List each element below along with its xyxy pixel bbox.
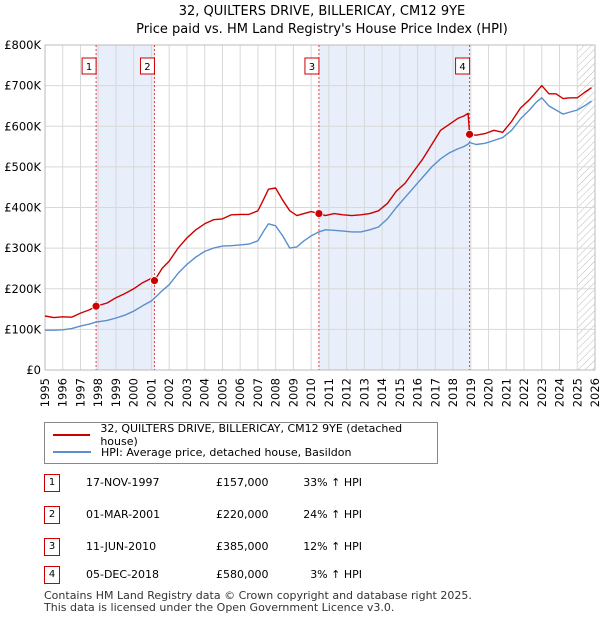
transaction-box-label-2: 2 — [144, 62, 150, 73]
legend-swatch-property — [53, 434, 91, 436]
price-chart: 32, QUILTERS DRIVE, BILLERICAY, CM12 9YE… — [4, 4, 600, 407]
x-tick-label: 2014 — [375, 378, 389, 407]
legend-label-hpi: HPI: Average price, detached house, Basi… — [101, 445, 352, 459]
chart-legend: 32, QUILTERS DRIVE, BILLERICAY, CM12 9YE… — [44, 422, 438, 464]
y-tick-label: £700K — [4, 79, 41, 93]
y-tick-label: £800K — [4, 38, 41, 52]
transaction-date: 01-MAR-2001 — [86, 508, 161, 521]
transaction-date: 05-DEC-2018 — [86, 568, 160, 581]
x-tick-label: 2007 — [251, 378, 265, 407]
transaction-date: 17-NOV-1997 — [86, 476, 160, 489]
y-tick-label: £500K — [4, 160, 41, 174]
transaction-box-2 — [139, 57, 155, 75]
x-tick-label: 1997 — [73, 378, 87, 407]
transaction-price: £580,000 — [216, 568, 269, 581]
plot-frame — [44, 44, 596, 371]
transaction-point-4 — [465, 129, 474, 139]
x-tick-label: 2001 — [144, 378, 158, 407]
x-tick-label: 2019 — [464, 378, 478, 407]
transaction-date: 11-JUN-2010 — [86, 540, 157, 553]
transaction-point-1 — [91, 301, 101, 311]
x-tick-label: 2012 — [340, 378, 354, 407]
transaction-point-2 — [150, 276, 159, 286]
x-tick-label: 2018 — [446, 378, 460, 407]
transaction-price: £385,000 — [216, 540, 269, 553]
y-tick-label: £0 — [26, 363, 41, 377]
x-tick-label: 2022 — [517, 378, 531, 407]
chart-subtitle: Price paid vs. HM Land Registry's House … — [136, 22, 508, 37]
x-tick-label: 2004 — [198, 378, 212, 407]
x-tick-label: 2011 — [322, 378, 336, 407]
legend-item-property: 32, QUILTERS DRIVE, BILLERICAY, CM12 9YE… — [53, 422, 437, 448]
x-tick-label: 1996 — [56, 378, 70, 407]
transaction-box-1 — [81, 57, 97, 75]
x-tick-label: 2000 — [127, 378, 141, 407]
x-tick-label: 2023 — [535, 378, 549, 407]
y-tick-label: £400K — [4, 201, 41, 215]
x-tick-label: 2026 — [588, 378, 600, 407]
footer-attribution: Contains HM Land Registry data © Crown c… — [44, 590, 472, 614]
hpi-line — [45, 97, 592, 331]
transaction-number: 1 — [44, 474, 60, 492]
transaction-hpi: 33% ↑ HPI — [303, 476, 362, 489]
x-tick-label: 2024 — [553, 378, 567, 407]
transaction-box-label-4: 4 — [459, 62, 465, 73]
x-tick-label: 2016 — [411, 378, 425, 407]
x-tick-label: 2003 — [180, 378, 194, 407]
transaction-price: £157,000 — [216, 476, 269, 489]
footer-line-2: This data is licensed under the Open Gov… — [44, 601, 395, 614]
x-tick-label: 1998 — [91, 378, 105, 407]
x-tick-label: 2017 — [428, 378, 442, 407]
legend-swatch-hpi — [53, 451, 91, 453]
transaction-price: £220,000 — [216, 508, 269, 521]
footer-line-1: Contains HM Land Registry data © Crown c… — [44, 589, 472, 602]
x-tick-label: 2025 — [570, 378, 584, 407]
x-tick-label: 1999 — [109, 378, 123, 407]
transaction-hpi: 24% ↑ HPI — [303, 508, 362, 521]
transaction-box-4 — [455, 57, 471, 75]
y-tick-label: £300K — [4, 241, 41, 255]
x-tick-label: 2005 — [215, 378, 229, 407]
transaction-number: 4 — [44, 566, 60, 584]
transaction-box-label-3: 3 — [309, 62, 315, 73]
transaction-box-label-1: 1 — [86, 62, 92, 73]
x-tick-label: 2020 — [482, 378, 496, 407]
transaction-hpi: 12% ↑ HPI — [303, 540, 362, 553]
transaction-number: 3 — [44, 538, 60, 556]
x-tick-label: 2009 — [286, 378, 300, 407]
x-tick-label: 2013 — [357, 378, 371, 407]
transaction-box-3 — [304, 57, 320, 75]
x-tick-label: 2008 — [269, 378, 283, 407]
x-tick-label: 1995 — [38, 378, 52, 407]
x-tick-label: 2021 — [499, 378, 513, 407]
y-tick-label: £200K — [4, 282, 41, 296]
transaction-hpi: 3% ↑ HPI — [310, 568, 362, 581]
transaction-number: 2 — [44, 506, 60, 524]
x-tick-label: 2015 — [393, 378, 407, 407]
legend-item-hpi: HPI: Average price, detached house, Basi… — [53, 443, 351, 461]
y-tick-label: £600K — [4, 119, 41, 133]
chart-title: 32, QUILTERS DRIVE, BILLERICAY, CM12 9YE — [179, 4, 466, 19]
x-tick-label: 2010 — [304, 378, 318, 407]
transaction-point-3 — [314, 209, 324, 218]
x-tick-label: 2002 — [162, 378, 176, 407]
x-tick-label: 2006 — [233, 378, 247, 407]
y-tick-label: £100K — [4, 322, 41, 336]
legend-label-property: 32, QUILTERS DRIVE, BILLERICAY, CM12 9YE… — [100, 422, 403, 448]
